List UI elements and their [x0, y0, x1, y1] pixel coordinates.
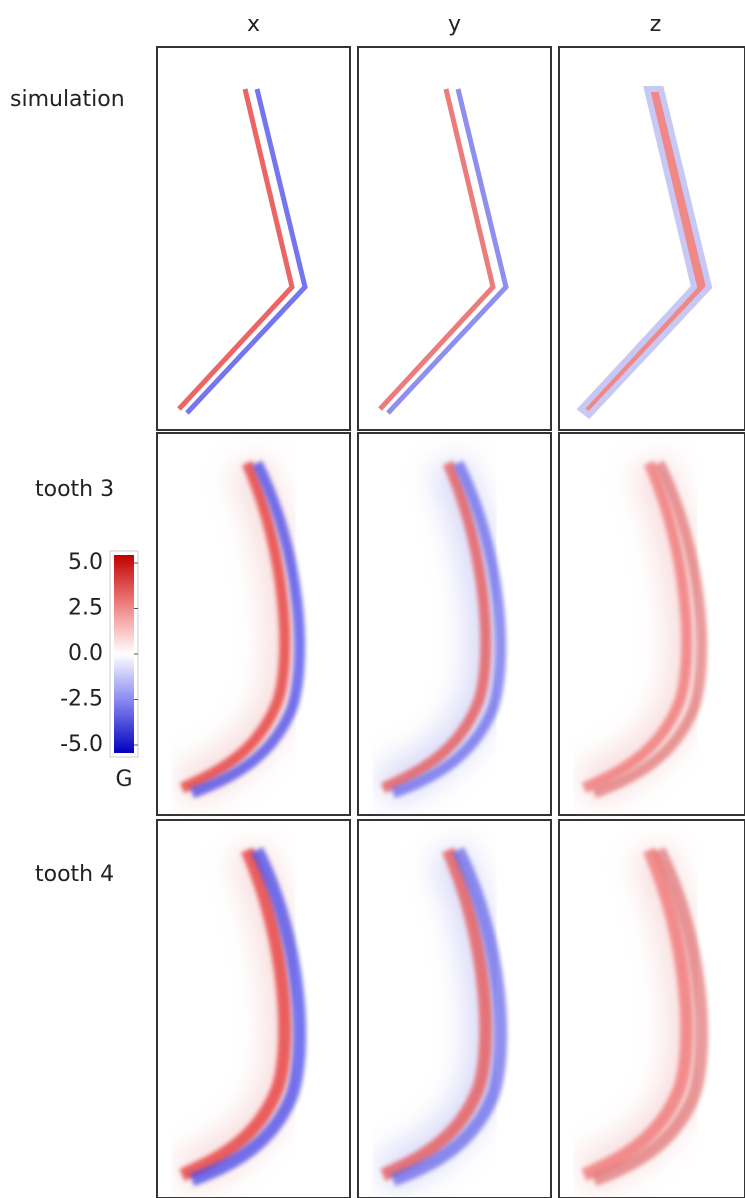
panel: [559, 47, 745, 430]
panel: [358, 433, 551, 815]
panel-frame: [358, 47, 551, 430]
panel: [559, 820, 745, 1198]
colorbar-tick-label: -2.5: [60, 687, 103, 712]
colorbar-tick-label: 0.0: [68, 641, 103, 666]
colorbar-tick-label: -5.0: [60, 732, 103, 757]
column-label: y: [448, 12, 461, 37]
panel: [157, 820, 350, 1198]
row-label: tooth 4: [35, 862, 114, 887]
panel: [157, 433, 350, 815]
panel: [559, 433, 745, 815]
colorbar-label: G: [115, 767, 132, 792]
colorbar-tick-label: 5.0: [68, 550, 103, 575]
colorbar: [114, 555, 134, 753]
panel: [157, 47, 350, 430]
panel-frame: [157, 47, 350, 430]
panel: [358, 47, 551, 430]
panel: [358, 820, 551, 1198]
colorbar-tick-label: 2.5: [68, 596, 103, 621]
row-label: simulation: [10, 87, 125, 112]
column-label: x: [247, 12, 260, 37]
figure: x y z simulation tooth 3 tooth 4 5.0 2.5 0.0 -2.5…: [0, 0, 745, 1198]
row-label: tooth 3: [35, 477, 114, 502]
column-label: z: [650, 12, 662, 37]
